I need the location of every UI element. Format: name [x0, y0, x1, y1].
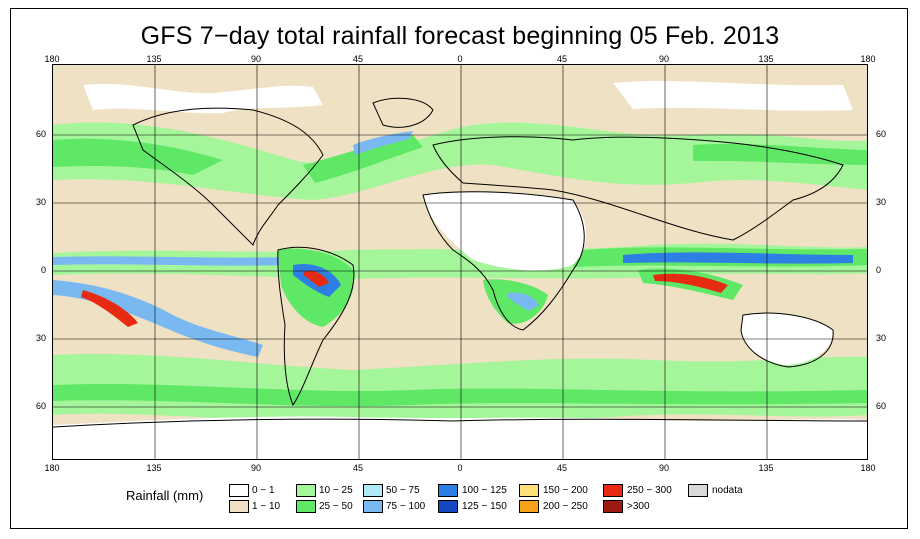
legend-label-75-100: 75 − 100 — [386, 501, 426, 512]
legend-label-125-150: 125 − 150 — [462, 501, 507, 512]
map-title: GFS 7−day total rainfall forecast beginn… — [140, 22, 780, 50]
legend-title: Rainfall (mm) — [126, 488, 204, 503]
map-canvas — [53, 65, 867, 459]
lon-label-top: 90 — [250, 54, 261, 64]
lat-label-left: 0 — [40, 265, 46, 275]
legend-label-10-25: 10 − 25 — [319, 485, 353, 496]
lon-label-bottom: 180 — [44, 463, 60, 473]
legend-label-0-1: 0 − 1 — [252, 485, 275, 496]
legend-swatch-150-200 — [519, 484, 539, 497]
lon-label-top: 135 — [758, 54, 774, 64]
lat-label-right: 30 — [876, 197, 887, 207]
legend-label-gt300: >300 — [627, 501, 650, 512]
north-rain-band — [53, 122, 867, 200]
lon-label-bottom: 90 — [658, 463, 669, 473]
legend-swatch-gt300 — [603, 500, 623, 513]
lon-label-top: 45 — [556, 54, 567, 64]
legend-swatch-75-100 — [363, 500, 383, 513]
legend-swatch-50-75 — [363, 484, 383, 497]
lat-label-left: 60 — [35, 129, 46, 139]
lon-label-bottom: 135 — [758, 463, 774, 473]
lon-label-top: 180 — [44, 54, 60, 64]
lon-label-top: 0 — [457, 54, 463, 64]
legend-label-50-75: 50 − 75 — [386, 485, 420, 496]
lat-label-right: 60 — [876, 401, 887, 411]
legend-swatch-125-150 — [438, 500, 458, 513]
legend-swatch-25-50 — [296, 500, 316, 513]
lon-label-top: 135 — [146, 54, 162, 64]
legend-label-250-300: 250 − 300 — [627, 485, 672, 496]
lat-label-left: 30 — [35, 197, 46, 207]
legend-label-200-250: 200 − 250 — [543, 501, 588, 512]
lat-label-right: 0 — [876, 265, 882, 275]
legend-swatch-200-250 — [519, 500, 539, 513]
legend-swatch-10-25 — [296, 484, 316, 497]
legend-label-150-200: 150 − 200 — [543, 485, 588, 496]
lon-label-bottom: 45 — [556, 463, 567, 473]
lon-label-top: 45 — [352, 54, 363, 64]
legend-swatch-100-125 — [438, 484, 458, 497]
lon-label-bottom: 90 — [250, 463, 261, 473]
legend-swatch-250-300 — [603, 484, 623, 497]
lat-label-left: 30 — [35, 333, 46, 343]
legend-label-25-50: 25 − 50 — [319, 501, 353, 512]
sahara-dry — [423, 192, 587, 271]
coastlines — [53, 97, 867, 428]
graticule — [53, 65, 867, 459]
lon-label-bottom: 0 — [457, 463, 463, 473]
lon-label-bottom: 45 — [352, 463, 363, 473]
legend-swatch-nodata — [688, 484, 708, 497]
lon-label-top: 90 — [658, 54, 669, 64]
lon-label-bottom: 180 — [860, 463, 876, 473]
lon-label-bottom: 135 — [146, 463, 162, 473]
legend-label-100-125: 100 − 125 — [462, 485, 507, 496]
legend-label-1-10: 1 − 10 — [252, 501, 281, 512]
rainfall-map — [52, 64, 868, 460]
lat-label-left: 60 — [35, 401, 46, 411]
antarctica — [53, 416, 867, 459]
figure-frame — [10, 8, 908, 529]
legend-label-nodata: nodata — [712, 485, 743, 496]
lon-label-top: 180 — [860, 54, 876, 64]
legend-swatch-1-10 — [229, 500, 249, 513]
lat-label-right: 60 — [876, 129, 887, 139]
legend-swatch-0-1 — [229, 484, 249, 497]
lat-label-right: 30 — [876, 333, 887, 343]
